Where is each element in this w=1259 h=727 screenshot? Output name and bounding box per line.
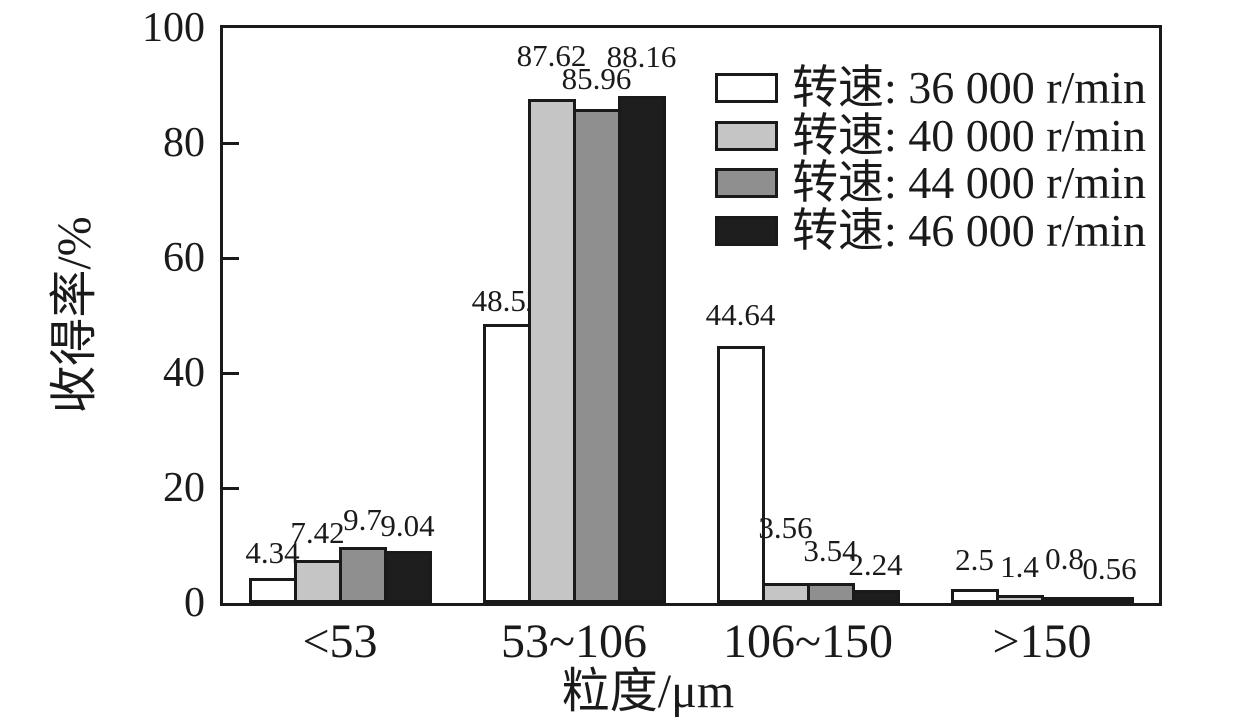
bar-value-label: 87.62	[516, 38, 587, 73]
bar-value-label: 9.04	[380, 508, 435, 543]
bar	[851, 590, 900, 603]
legend-label: 转速: 40 000 r/min	[792, 109, 1146, 161]
y-tick-label: 20	[163, 465, 205, 511]
y-tick-label: 80	[163, 120, 205, 166]
legend-label: 转速: 46 000 r/min	[792, 204, 1146, 256]
x-category-label: 53~106	[501, 615, 647, 668]
legend-swatch	[715, 120, 778, 151]
bar	[293, 560, 342, 603]
y-tick-mark	[223, 141, 239, 145]
bar	[248, 578, 297, 603]
bar-value-label: 2.5	[955, 542, 994, 577]
bar	[806, 583, 855, 603]
bar	[617, 96, 666, 603]
bar	[338, 547, 387, 603]
legend-swatch	[715, 73, 778, 103]
bar-value-label: 1.4	[1000, 549, 1039, 584]
y-tick-label: 0	[184, 580, 205, 626]
y-tick-mark	[223, 486, 239, 490]
bar-value-label: 85.96	[561, 61, 632, 96]
y-tick-label: 100	[142, 5, 205, 51]
legend-row: 转速: 46 000 r/min	[715, 207, 1146, 253]
bar-value-label: 0.56	[1082, 551, 1137, 586]
x-axis-title: 粒度/μm	[561, 665, 735, 718]
bar	[572, 109, 621, 603]
bar-value-label: 88.16	[606, 39, 677, 74]
legend-swatch	[715, 168, 778, 198]
y-tick-label: 40	[163, 350, 205, 396]
bar-value-label: 9.7	[343, 502, 382, 537]
bar-value-label: 0.8	[1045, 541, 1084, 576]
legend-row: 转速: 44 000 r/min	[715, 160, 1146, 206]
bar	[527, 99, 576, 603]
legend-row: 转速: 36 000 r/min	[715, 65, 1146, 111]
bar	[950, 589, 999, 603]
y-tick-label: 60	[163, 235, 205, 281]
legend-label: 转速: 36 000 r/min	[792, 62, 1146, 113]
bar-value-label: 44.64	[705, 297, 776, 332]
y-tick-mark	[223, 371, 239, 375]
legend-swatch	[715, 215, 778, 246]
bar	[995, 595, 1044, 603]
bar	[716, 346, 765, 603]
bar-value-label: 3.54	[803, 533, 858, 568]
legend-label: 转速: 44 000 r/min	[792, 157, 1146, 208]
bar-value-label: 4.34	[245, 535, 300, 570]
plot-area: 4.34 7.42 9.7 9.04 48.52 87.62 85.96 88.16 44.64…	[220, 25, 1162, 606]
y-tick-mark	[223, 256, 239, 260]
bar	[761, 583, 810, 603]
bar-value-label: 3.56	[758, 510, 813, 545]
x-category-label: <53	[302, 615, 378, 668]
x-category-label: 106~150	[723, 615, 893, 668]
bar-value-label: 2.24	[848, 547, 903, 582]
bar	[1040, 597, 1089, 603]
bar-value-label: 7.42	[290, 515, 345, 550]
x-category-label: >150	[992, 615, 1092, 668]
bar	[1085, 597, 1134, 603]
bar	[383, 551, 432, 603]
bar	[482, 324, 531, 603]
legend-row: 转速: 40 000 r/min	[715, 112, 1146, 158]
